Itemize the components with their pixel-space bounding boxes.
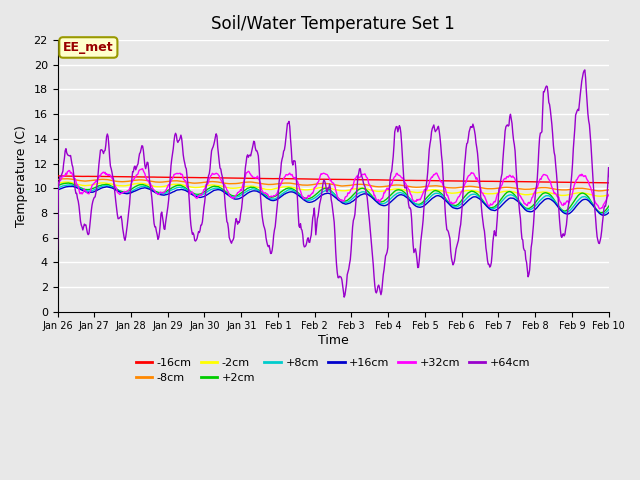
Legend: -16cm, -8cm, -2cm, +2cm, +8cm, +16cm, +32cm, +64cm: -16cm, -8cm, -2cm, +2cm, +8cm, +16cm, +3…	[131, 353, 535, 387]
Y-axis label: Temperature (C): Temperature (C)	[15, 125, 28, 227]
Text: EE_met: EE_met	[63, 41, 114, 54]
Title: Soil/Water Temperature Set 1: Soil/Water Temperature Set 1	[211, 15, 455, 33]
X-axis label: Time: Time	[317, 334, 348, 347]
